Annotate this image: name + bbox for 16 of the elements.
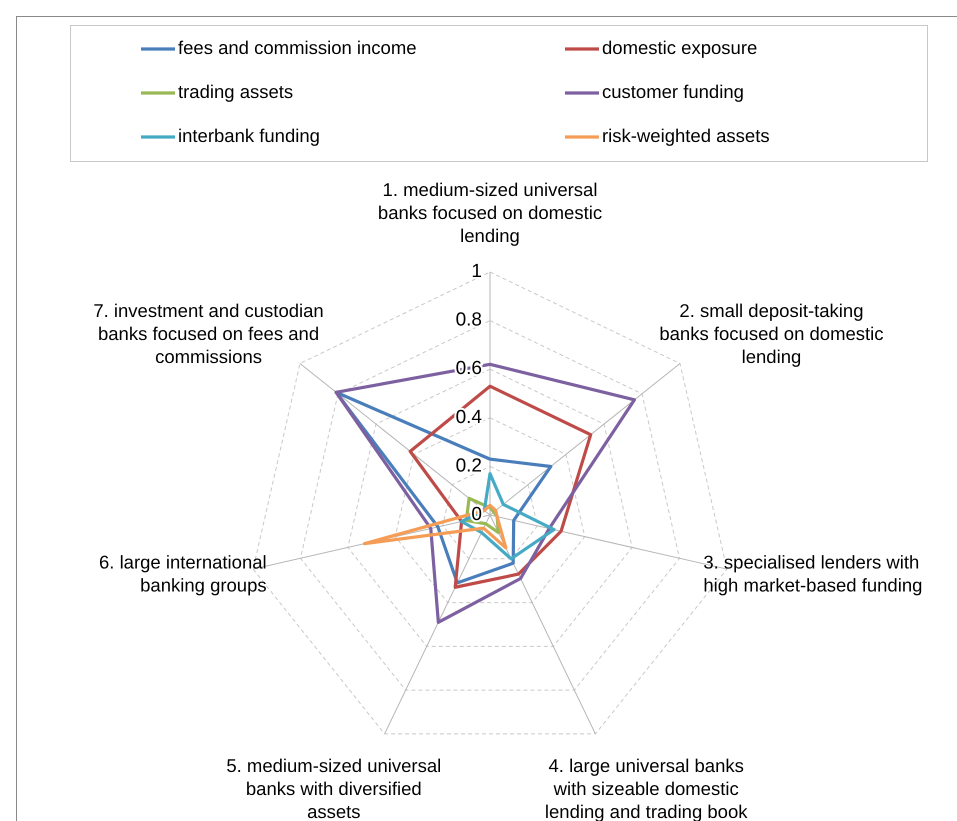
legend-label: risk-weighted assets — [602, 124, 770, 146]
spoke-label: 3. specialised lenders with high market-based funding — [703, 551, 922, 596]
y-tick-label: 0.2 — [456, 455, 482, 476]
legend-label: fees and commission income — [178, 36, 417, 58]
spoke-label: 6. large international banking groups — [99, 551, 267, 596]
spoke-label: 7. investment and custodian banks focused on fees and commissions — [93, 300, 324, 367]
y-tick-label: 0.4 — [456, 406, 482, 428]
y-tick-label: 0.8 — [456, 310, 482, 331]
spoke-label: 1. medium-sized universal banks focused on domestic lending — [378, 179, 602, 246]
legend-label: interbank funding — [178, 124, 320, 146]
spoke-label: 2. small deposit-taking banks focused on domestic lending — [659, 300, 884, 367]
spoke-label: 5. medium-sized universal banks with diversified assets — [226, 754, 442, 821]
y-tick-label: 1 — [471, 261, 482, 282]
legend-label: domestic exposure — [602, 36, 758, 58]
legend-label: trading assets — [178, 80, 294, 102]
legend-label: customer funding — [602, 80, 744, 102]
